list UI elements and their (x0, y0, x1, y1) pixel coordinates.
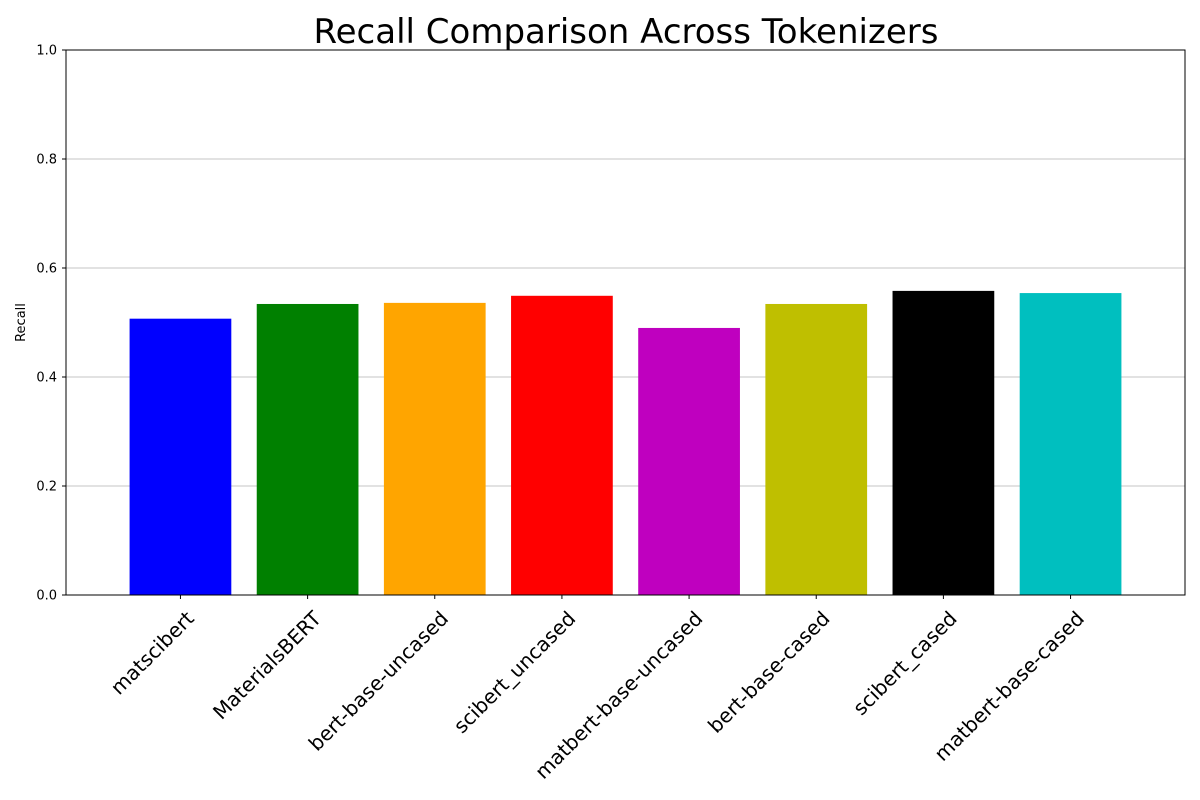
bar-matscibert (129, 318, 232, 595)
bar-matbert-base-uncased (638, 327, 740, 595)
x-tick-label: matscibert (106, 606, 199, 699)
y-tick-label: 0.6 (36, 262, 57, 277)
y-axis-ticks: 0.0 0.2 0.4 0.6 0.8 1.0 (36, 44, 66, 604)
y-tick-label: 0.0 (36, 589, 57, 604)
y-tick-label: 0.4 (36, 371, 57, 386)
gridlines (66, 158, 1185, 487)
bar-bert-base-uncased (383, 302, 486, 595)
x-tick-label: bert-base-cased (703, 606, 834, 737)
x-tick-label: scibert_uncased (449, 606, 581, 738)
bar-scibert-cased (892, 290, 995, 595)
x-tick-label: scibert_cased (848, 606, 962, 720)
bar-scibert-uncased (511, 295, 613, 595)
x-tick-label: bert-base-uncased (304, 606, 453, 755)
y-tick-label: 1.0 (36, 44, 57, 59)
bar-matbert-base-cased (1019, 293, 1122, 595)
plot-frame (65, 49, 1186, 596)
y-tick-label: 0.2 (36, 480, 57, 495)
y-axis-label: Recall (14, 303, 29, 342)
bars (129, 290, 1122, 595)
y-tick-label: 0.8 (36, 153, 57, 168)
chart-title: Recall Comparison Across Tokenizers (314, 12, 939, 52)
x-tick-label: MaterialsBERT (208, 606, 326, 724)
bar-bert-base-cased (765, 303, 868, 595)
bar-materialsbert (256, 303, 359, 595)
x-axis-ticks: matscibert MaterialsBERTbert-base-uncased… (106, 595, 1089, 784)
